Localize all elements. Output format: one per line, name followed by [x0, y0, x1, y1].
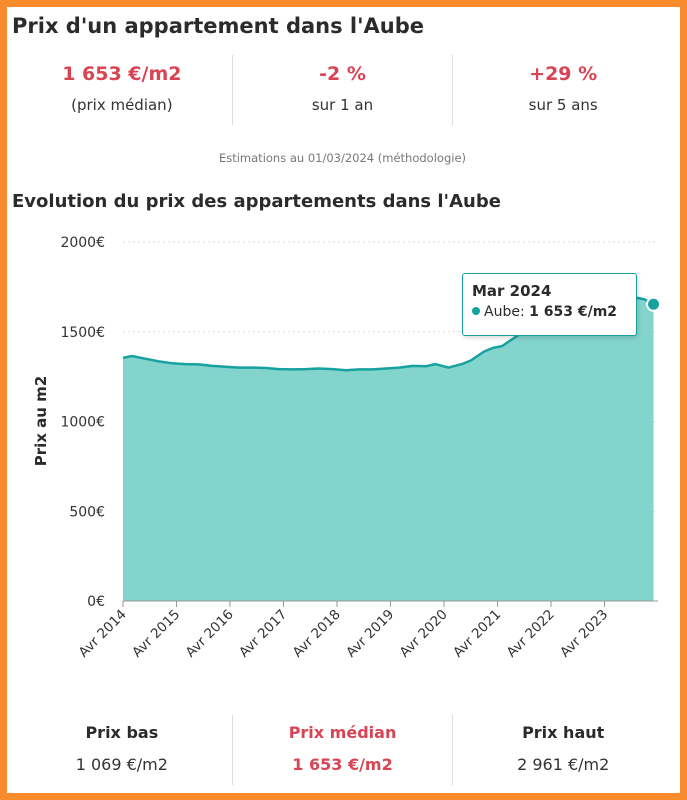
price-range-stats: Prix bas 1 069 €/m2 Prix médian 1 653 €/… [12, 715, 673, 785]
low-price-value: 1 069 €/m2 [12, 755, 232, 774]
median-price-range-stat: Prix médian 1 653 €/m2 [233, 715, 454, 785]
x-tick-label: Avr 2014 [76, 607, 130, 661]
x-tick-label: Avr 2018 [290, 607, 344, 661]
y-tick-label: 500€ [69, 504, 105, 520]
low-price-stat: Prix bas 1 069 €/m2 [12, 715, 233, 785]
y-tick-label: 1500€ [60, 325, 105, 341]
highlighted-point[interactable] [647, 298, 660, 311]
x-tick-label: Avr 2015 [129, 607, 183, 661]
high-price-stat: Prix haut 2 961 €/m2 [453, 715, 673, 785]
series-area [123, 297, 654, 601]
x-tick-label: Avr 2021 [450, 607, 504, 661]
chart-tooltip: Mar 2024 Aube: 1 653 €/m2 [462, 273, 637, 336]
series-dot-icon [472, 307, 480, 315]
y-tick-label: 2000€ [60, 235, 105, 251]
x-tick-label: Avr 2019 [343, 607, 397, 661]
x-tick-label: Avr 2017 [236, 607, 290, 661]
y-tick-label: 1000€ [60, 415, 105, 431]
tooltip-value: 1 653 €/m2 [529, 304, 617, 320]
high-price-label: Prix haut [453, 723, 673, 742]
x-tick-label: Avr 2016 [183, 607, 237, 661]
tooltip-line: Aube: 1 653 €/m2 [472, 304, 627, 320]
y-tick-label: 0€ [87, 594, 105, 610]
median-price-range-label: Prix médian [233, 723, 453, 742]
x-tick-label: Avr 2023 [557, 607, 611, 661]
tooltip-series: Aube [484, 304, 520, 320]
tooltip-title: Mar 2024 [472, 282, 627, 300]
x-tick-label: Avr 2022 [504, 607, 558, 661]
low-price-label: Prix bas [12, 723, 232, 742]
median-price-range-value: 1 653 €/m2 [233, 755, 453, 774]
x-tick-label: Avr 2020 [397, 607, 451, 661]
y-axis-label: Prix au m2 [32, 376, 50, 467]
high-price-value: 2 961 €/m2 [453, 755, 673, 774]
